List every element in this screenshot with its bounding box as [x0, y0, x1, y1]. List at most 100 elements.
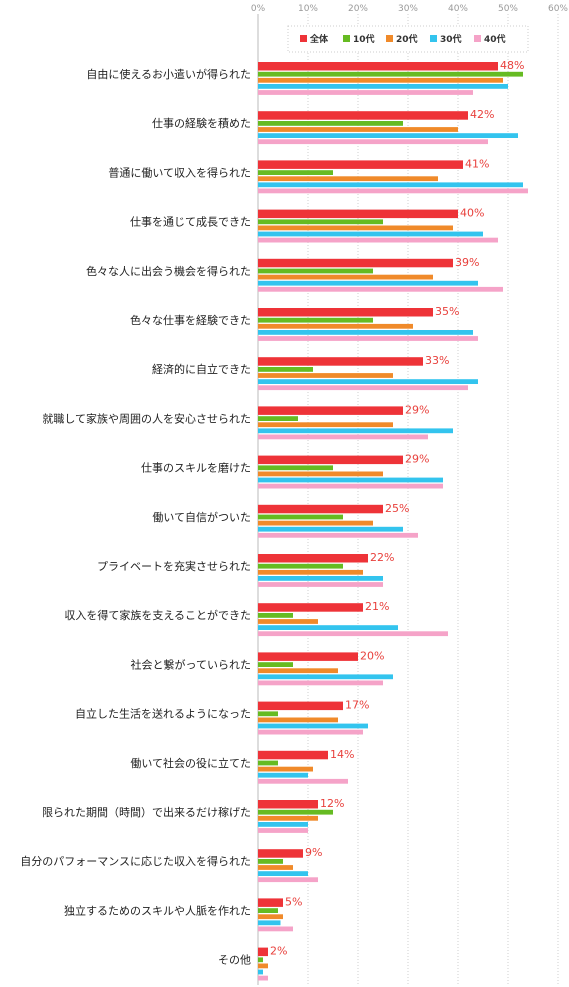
- bar: [258, 828, 308, 833]
- bar: [258, 717, 338, 723]
- bar: [258, 563, 343, 569]
- bar: [258, 701, 343, 711]
- bar: [258, 308, 433, 317]
- value-label: 39%: [455, 256, 479, 269]
- legend-label: 全体: [309, 33, 329, 45]
- value-label: 5%: [285, 895, 302, 908]
- bar: [258, 865, 293, 870]
- value-label: 14%: [330, 748, 354, 761]
- bar: [258, 231, 483, 237]
- bar: [258, 434, 428, 440]
- legend-label: 40代: [484, 33, 506, 45]
- x-tick-label: 0%: [251, 4, 266, 14]
- bar: [258, 914, 283, 920]
- bar: [258, 674, 393, 680]
- bar: [258, 406, 403, 415]
- bar: [258, 133, 518, 138]
- bar: [258, 652, 358, 661]
- legend-label: 10代: [353, 33, 375, 45]
- bar: [258, 367, 313, 372]
- category-label: 社会と繋がっていられた: [131, 657, 251, 671]
- bar: [258, 898, 283, 907]
- bar: [258, 139, 488, 145]
- value-label: 25%: [385, 502, 409, 515]
- bar: [258, 603, 363, 612]
- bar: [258, 662, 293, 667]
- value-label: 40%: [460, 207, 484, 220]
- bar: [258, 280, 478, 286]
- bar: [258, 504, 383, 514]
- bar: [258, 520, 373, 526]
- bar: [258, 77, 503, 83]
- bar: [258, 947, 268, 957]
- legend-label: 30代: [440, 33, 462, 45]
- bar: [258, 90, 473, 95]
- bar: [258, 471, 383, 477]
- category-label: 仕事の経験を積めた: [152, 116, 251, 130]
- category-label: 働いて自信がついた: [152, 510, 251, 524]
- bar: [258, 514, 343, 520]
- bar: [258, 225, 453, 231]
- x-tick-label: 40%: [448, 4, 468, 14]
- bar: [258, 188, 528, 194]
- category-label: 色々な人に出会う機会を得られた: [86, 264, 251, 278]
- bar: [258, 465, 333, 471]
- bar: [258, 576, 383, 581]
- bar: [258, 182, 523, 188]
- bar: [258, 877, 318, 883]
- bar: [258, 711, 278, 717]
- legend-label: 20代: [396, 33, 418, 45]
- bar: [258, 385, 468, 391]
- value-label: 41%: [465, 157, 489, 170]
- bar: [258, 680, 383, 686]
- bar: [258, 750, 328, 760]
- bar: [258, 631, 448, 637]
- bar: [258, 859, 283, 864]
- value-label: 17%: [345, 699, 369, 712]
- value-label: 22%: [370, 551, 394, 564]
- bar: [258, 477, 443, 483]
- category-label: 仕事を通じて成長できた: [130, 216, 251, 229]
- bar: [258, 323, 413, 329]
- bar: [258, 127, 458, 132]
- bar: [258, 330, 473, 335]
- bar: [258, 62, 498, 71]
- bar: [258, 258, 453, 268]
- bar: [258, 613, 293, 618]
- bar: [258, 815, 318, 821]
- bar: [258, 483, 443, 489]
- bar: [258, 526, 403, 532]
- x-tick-label: 30%: [398, 4, 418, 14]
- bar: [258, 268, 373, 274]
- bar: [258, 920, 281, 926]
- bar: [258, 428, 453, 434]
- category-label: 色々な仕事を経験できた: [130, 313, 251, 327]
- legend-swatch: [343, 35, 350, 42]
- legend-box: [287, 25, 529, 53]
- bar: [258, 871, 308, 876]
- bar: [258, 582, 383, 587]
- value-label: 33%: [425, 354, 449, 367]
- bar: [258, 317, 373, 323]
- bar: [258, 969, 263, 975]
- value-label: 48%: [500, 59, 524, 72]
- category-label: 経済的に自立できた: [152, 362, 251, 376]
- value-label: 2%: [270, 945, 287, 958]
- category-label: 独立するためのスキルや人脈を作れた: [64, 903, 251, 917]
- category-label: 仕事のスキルを磨けた: [141, 462, 251, 475]
- bar: [258, 170, 333, 175]
- bar: [258, 963, 268, 969]
- bar: [258, 760, 278, 766]
- bar: [258, 121, 403, 126]
- value-label: 12%: [320, 797, 344, 810]
- x-tick-label: 60%: [548, 4, 568, 14]
- x-tick-label: 50%: [498, 4, 518, 14]
- legend-swatch: [300, 35, 307, 42]
- bar: [258, 554, 368, 563]
- category-label: 収入を得て家族を支えることができた: [64, 608, 251, 622]
- category-label: 限られた期間（時間）で出来るだけ稼げた: [42, 805, 251, 819]
- legend-swatch: [430, 35, 437, 42]
- bar: [258, 455, 403, 465]
